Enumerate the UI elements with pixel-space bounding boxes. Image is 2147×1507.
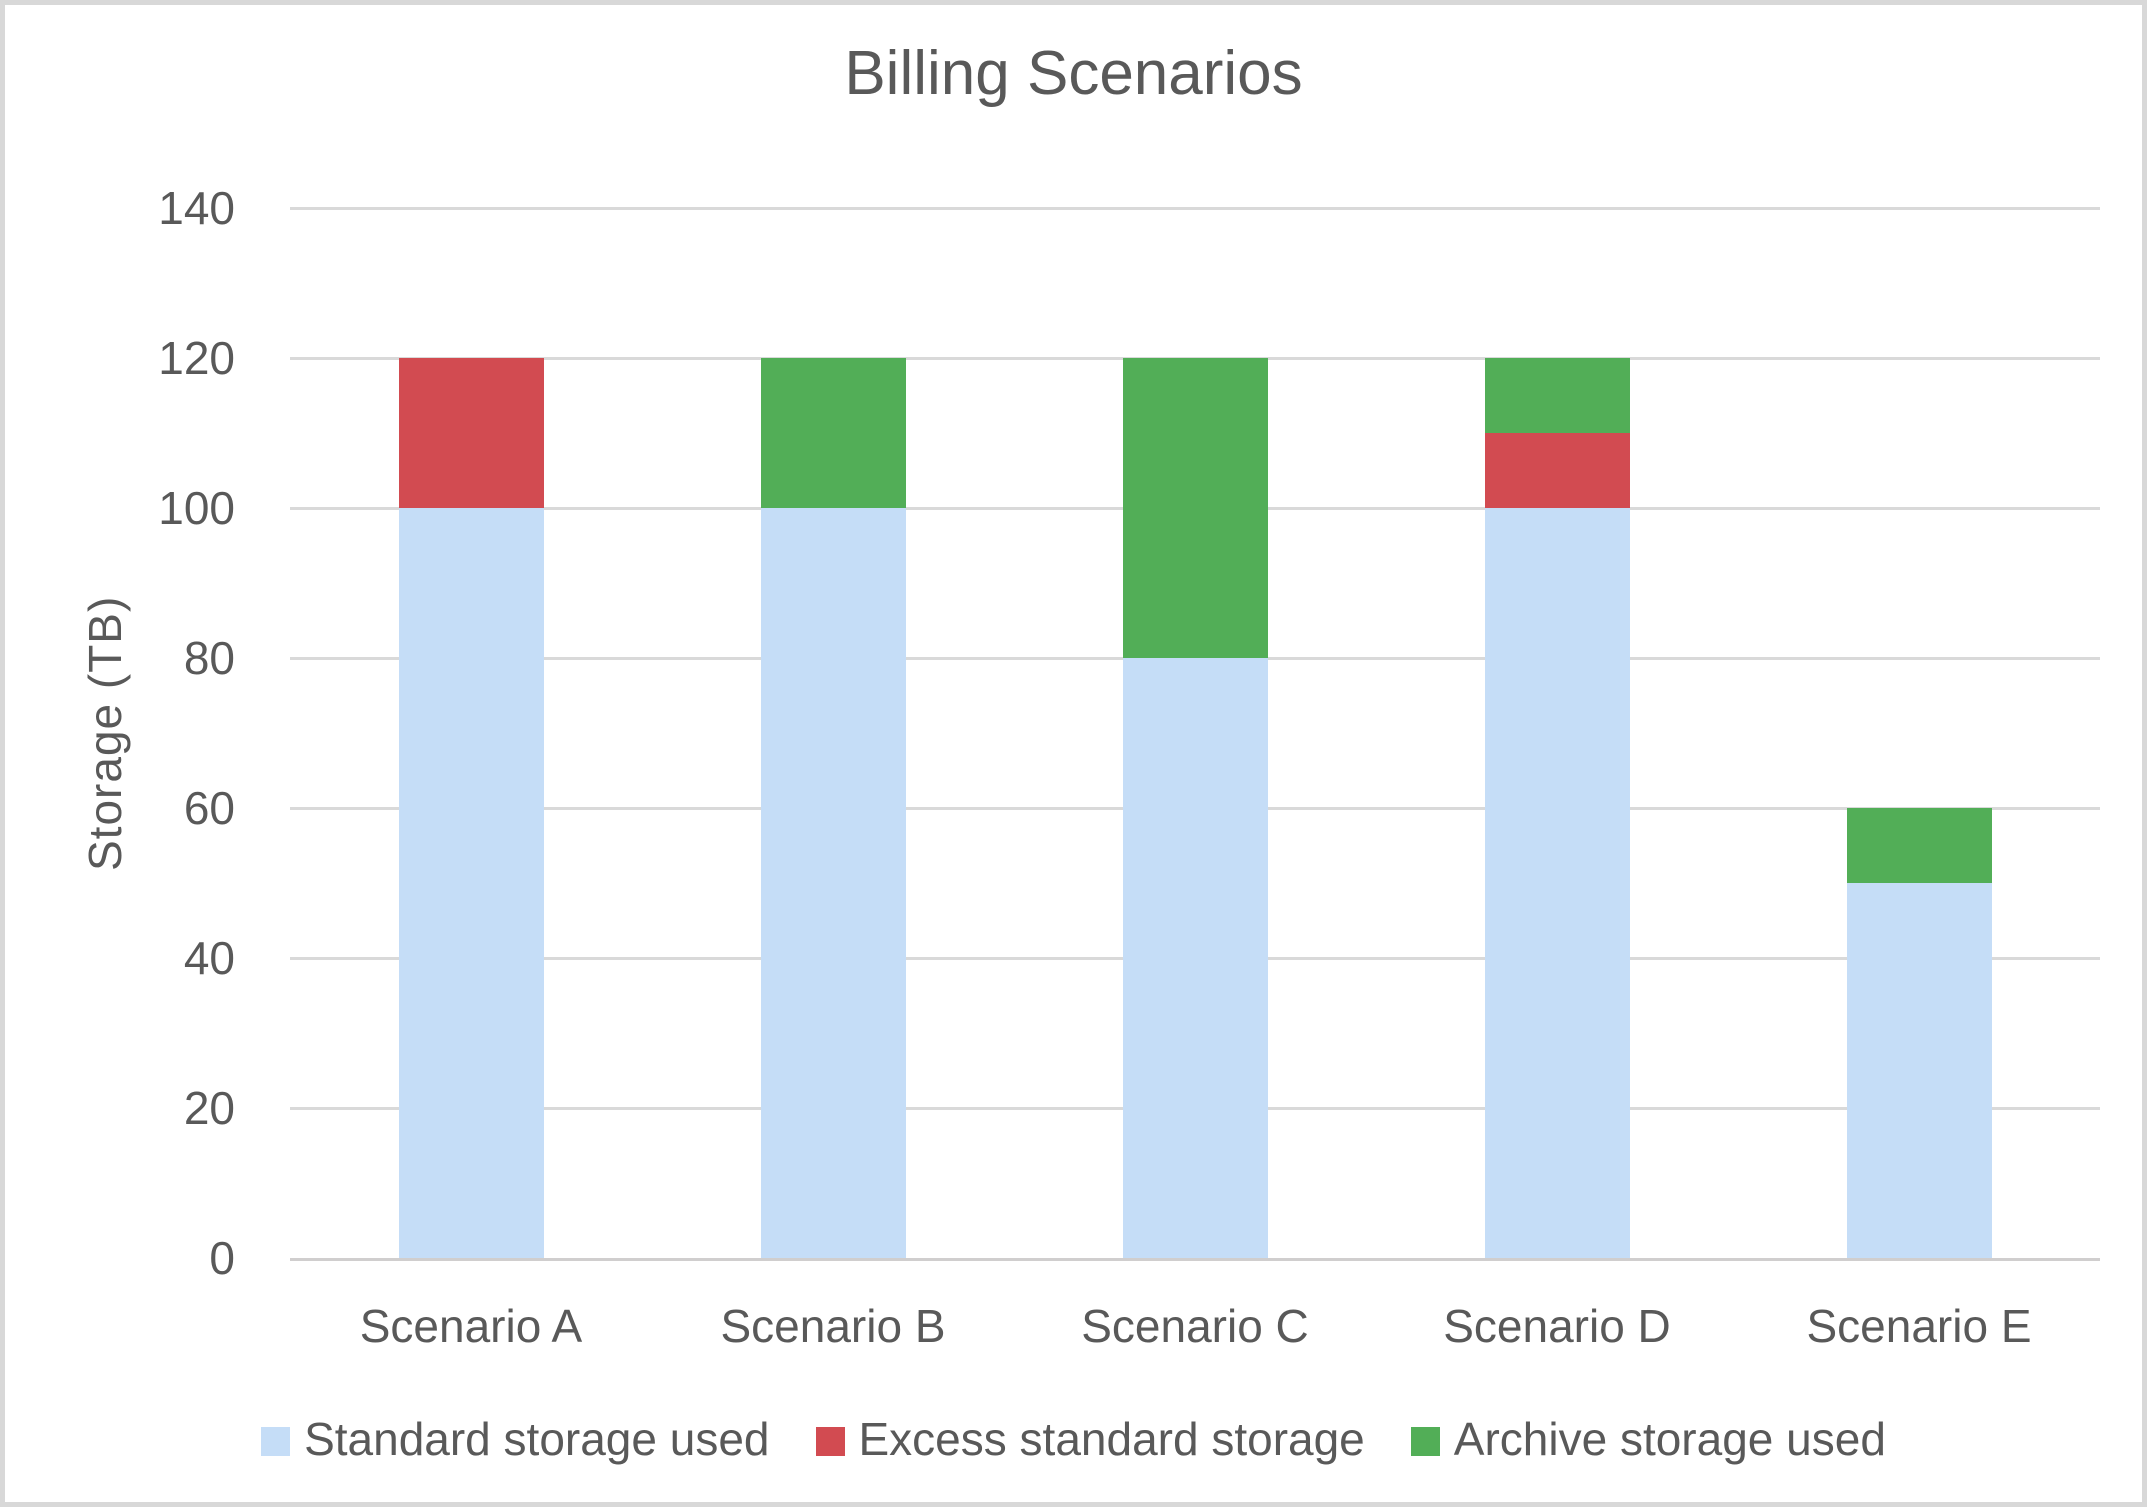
legend-item: Standard storage used xyxy=(261,1411,770,1467)
legend-item: Excess standard storage xyxy=(815,1411,1365,1467)
bar-segment xyxy=(1484,508,1630,1258)
legend-label: Excess standard storage xyxy=(858,1413,1365,1465)
bar-segment xyxy=(1122,658,1268,1258)
y-tick-label: 20 xyxy=(183,1082,235,1134)
bar-segment xyxy=(398,508,544,1258)
y-tick-label: 120 xyxy=(158,332,235,384)
legend: Standard storage used Excess standard sto… xyxy=(5,1411,2142,1467)
y-tick-label: 140 xyxy=(158,182,235,234)
bar-segment xyxy=(760,508,906,1258)
x-axis-label: Scenario B xyxy=(720,1300,946,1352)
gridline xyxy=(290,206,2100,210)
legend-swatch xyxy=(815,1426,845,1456)
bar-segment xyxy=(398,358,544,508)
y-tick-label: 100 xyxy=(158,482,235,534)
y-tick-label: 0 xyxy=(209,1232,235,1284)
x-axis-label: Scenario D xyxy=(1443,1300,1671,1352)
legend-swatch xyxy=(261,1426,291,1456)
legend-swatch xyxy=(1410,1426,1440,1456)
x-axis-label: Scenario E xyxy=(1806,1300,2032,1352)
x-axis-label: Scenario C xyxy=(1081,1300,1309,1352)
x-axis-line xyxy=(290,1258,2100,1261)
bar-segment xyxy=(1484,433,1630,508)
y-tick-label: 60 xyxy=(183,782,235,834)
bar-segment xyxy=(1484,358,1630,433)
y-tick-label: 40 xyxy=(183,932,235,984)
plot-area xyxy=(290,206,2100,1261)
legend-label: Standard storage used xyxy=(304,1413,770,1465)
bar-segment xyxy=(760,358,906,508)
chart-title: Billing Scenarios xyxy=(844,39,1303,108)
legend-label: Archive storage used xyxy=(1453,1413,1886,1465)
x-axis-label: Scenario A xyxy=(359,1300,583,1352)
legend-item: Archive storage used xyxy=(1410,1411,1886,1467)
bar-segment xyxy=(1846,883,1992,1258)
y-tick-label: 80 xyxy=(183,632,235,684)
bar-segment xyxy=(1122,358,1268,658)
bar-segment xyxy=(1846,808,1992,883)
